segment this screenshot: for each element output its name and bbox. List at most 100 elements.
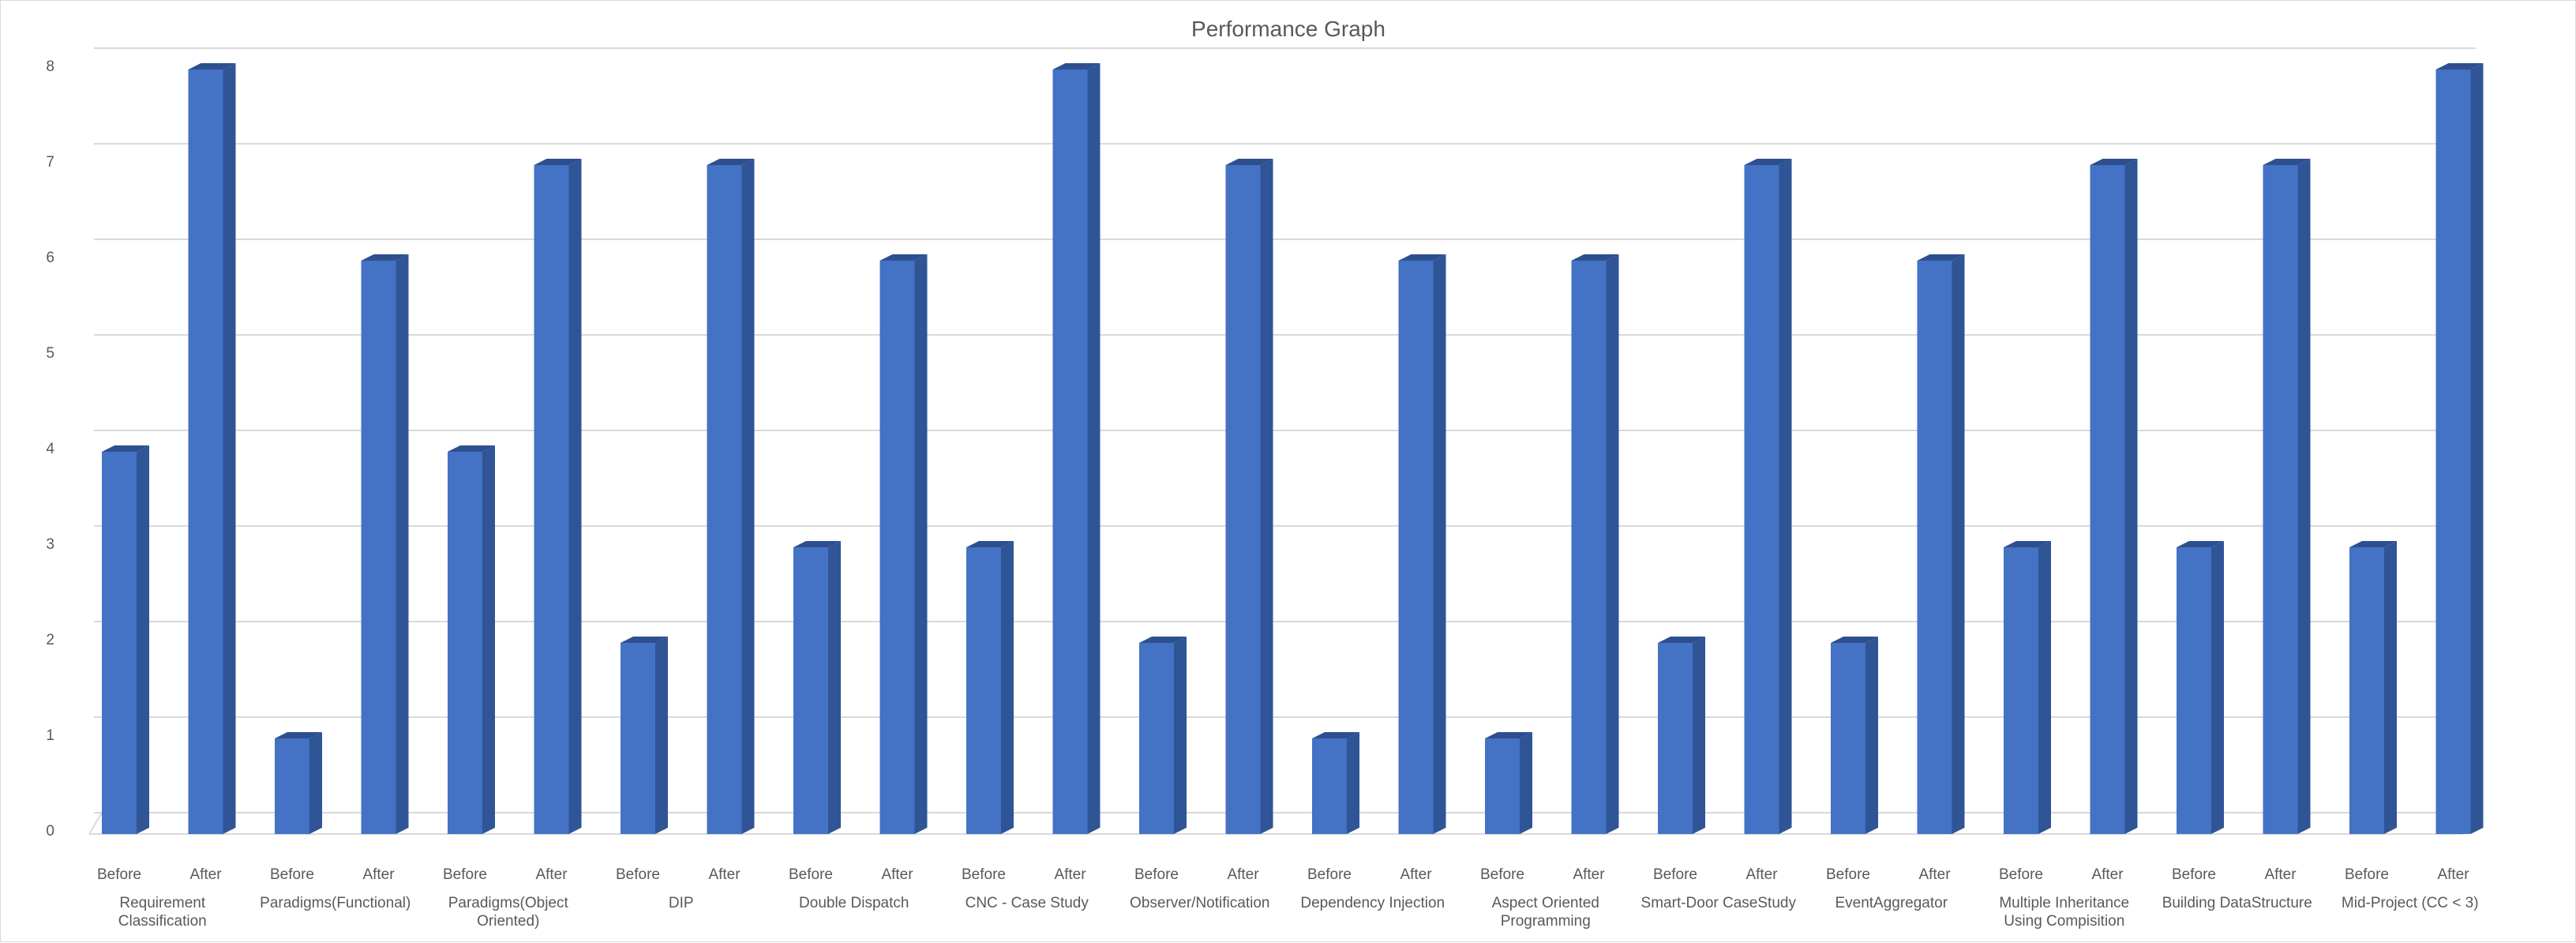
bar-top	[448, 445, 495, 452]
bar-label: Before	[789, 866, 833, 883]
bar-front	[2263, 165, 2298, 834]
bar-front	[1831, 643, 1865, 834]
bar-side	[2297, 159, 2311, 834]
bar-label: Before	[1134, 866, 1179, 883]
bar-top	[2435, 63, 2484, 70]
bar	[621, 637, 668, 834]
y-tick-label: 0	[46, 823, 54, 840]
category-label: Using Compisition	[2004, 913, 2124, 930]
bar-front	[1485, 738, 1520, 834]
bar	[1139, 637, 1187, 834]
bar-top	[1398, 254, 1446, 261]
bar-side	[1347, 732, 1359, 834]
category-label: Dependency Injection	[1300, 895, 1445, 911]
bar-front	[1052, 70, 1088, 834]
bar-top	[1052, 63, 1101, 70]
bar	[2177, 541, 2224, 834]
bar-label: After	[1400, 866, 1432, 883]
bar	[1052, 63, 1101, 834]
bar-top	[102, 445, 149, 452]
bar-front	[966, 547, 1001, 834]
bar-top	[2177, 541, 2224, 547]
bar-top	[707, 159, 755, 165]
bar-side	[828, 541, 841, 834]
bar-side	[1433, 254, 1446, 834]
bar	[2090, 159, 2138, 834]
bar	[1312, 732, 1359, 834]
category-label: CNC - Case Study	[966, 895, 1089, 911]
bar-label: Before	[1307, 866, 1352, 883]
bar-front	[2090, 165, 2125, 834]
y-tick-label: 3	[46, 536, 54, 553]
bar-top	[2090, 159, 2138, 165]
bar	[966, 541, 1014, 834]
bar-side	[1606, 254, 1619, 834]
bar-front	[361, 261, 396, 834]
bar-side	[1174, 637, 1187, 834]
bar-side	[2470, 63, 2484, 834]
bar-label: After	[535, 866, 568, 883]
bar-front	[534, 165, 569, 834]
bar	[793, 541, 841, 834]
bar-label: After	[1054, 866, 1086, 883]
bar-side	[1952, 254, 1965, 834]
bar	[1398, 254, 1446, 834]
bar	[2435, 63, 2484, 834]
bars	[102, 63, 2484, 834]
bar-top	[275, 732, 322, 738]
category-label: Classification	[118, 913, 207, 930]
bar-side	[1087, 63, 1101, 834]
bar-front	[1398, 261, 1434, 834]
bar-top	[2263, 159, 2311, 165]
bar-label: Before	[616, 866, 660, 883]
bar-front	[707, 165, 742, 834]
category-label: Mid-Project (CC < 3)	[2342, 895, 2479, 911]
category-label: DIP	[669, 895, 694, 911]
bar-front	[188, 70, 223, 834]
bar-top	[188, 63, 236, 70]
bar	[1485, 732, 1532, 834]
bar-label: After	[2437, 866, 2469, 883]
bar-side	[2124, 159, 2138, 834]
bar	[1225, 159, 1273, 834]
bar-top	[534, 159, 582, 165]
bar-top	[1485, 732, 1532, 738]
category-label: Paradigms(Functional)	[260, 895, 411, 911]
category-label: Requirement	[119, 895, 205, 911]
bar-side	[568, 159, 582, 834]
bar	[1744, 159, 1792, 834]
bar-side	[223, 63, 236, 834]
bar-top	[1225, 159, 1273, 165]
bar-front	[2004, 547, 2038, 834]
bar	[879, 254, 928, 834]
bar-front	[793, 547, 828, 834]
x-axis-labels: Before After Requirement Classification Befo…	[97, 866, 2479, 930]
bar-top	[621, 637, 668, 643]
bar-top	[879, 254, 928, 261]
bar-side	[1001, 541, 1014, 834]
bar-front	[1917, 261, 1952, 834]
bar-label: After	[708, 866, 741, 883]
bar-side	[914, 254, 928, 834]
bar-side	[2384, 541, 2397, 834]
bar-label: After	[2091, 866, 2124, 883]
y-tick-label: 8	[46, 58, 54, 75]
category-label: Oriented)	[477, 913, 539, 930]
bar	[1571, 254, 1619, 834]
y-tick-label: 1	[46, 727, 54, 744]
bar-top	[2004, 541, 2051, 547]
bar-side	[482, 445, 495, 834]
bar-front	[879, 261, 915, 834]
bar-label: Before	[270, 866, 314, 883]
bar	[1831, 637, 1878, 834]
bar-side	[1779, 159, 1792, 834]
bar-front	[448, 452, 482, 834]
category-label: Paradigms(Object	[448, 895, 569, 911]
bar-label: Before	[1999, 866, 2043, 883]
bar-label: Before	[962, 866, 1006, 883]
bar-label: Before	[2172, 866, 2216, 883]
y-axis-ticks: 0 1 2 3 4 5 6 7 8	[46, 58, 54, 840]
bar-front	[2177, 547, 2211, 834]
y-tick-label: 7	[46, 154, 54, 171]
